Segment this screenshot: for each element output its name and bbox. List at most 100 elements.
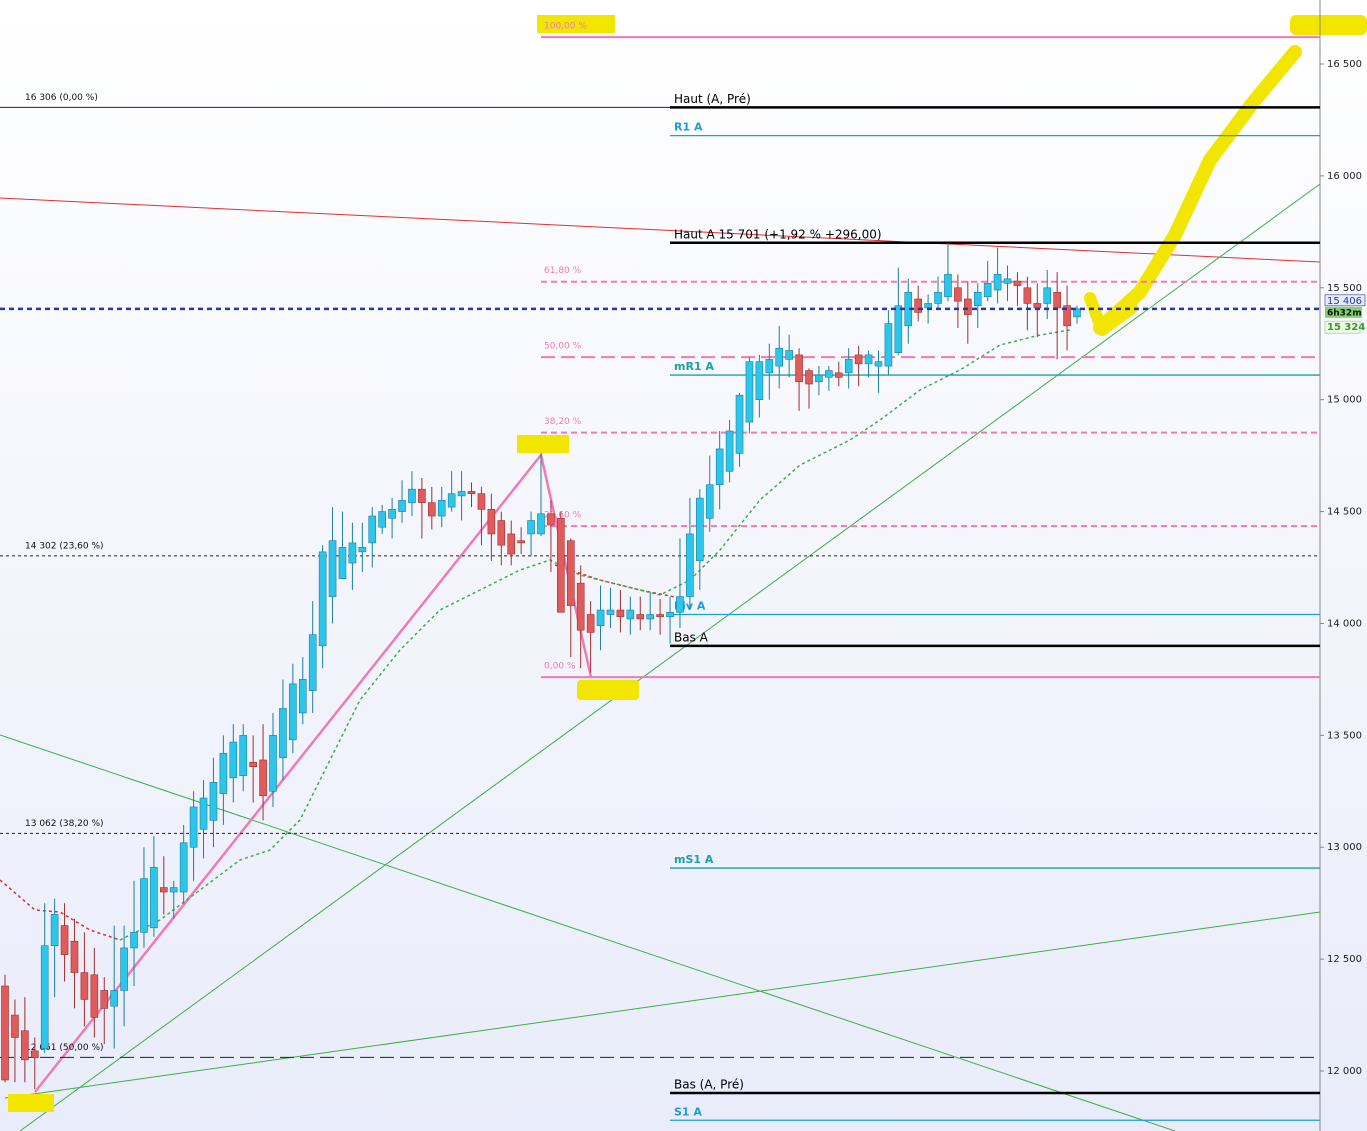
candle-body: [140, 878, 148, 933]
pivot-label: Haut A 15 701 (+1,92 % +296,00): [674, 227, 882, 241]
candle-body: [80, 972, 89, 1000]
candle-body: [676, 596, 684, 613]
candle-body: [735, 394, 744, 454]
candle-body: [308, 634, 317, 691]
candle-body: [269, 735, 277, 792]
candle-body: [477, 493, 486, 510]
candle-body: [239, 735, 248, 776]
candle-body: [11, 1014, 19, 1038]
candle-body: [745, 361, 754, 423]
candle-body: [30, 1050, 39, 1058]
trend-line: [0, 197, 1321, 263]
highlight: [577, 680, 639, 700]
candle-body: [497, 520, 506, 546]
candle-body: [368, 515, 377, 544]
candle-body: [100, 990, 109, 1009]
pivot-label: Haut (A, Pré): [674, 92, 751, 106]
candle-body: [398, 500, 406, 512]
pivot-label: R1 A: [674, 121, 703, 134]
candle-body: [775, 347, 784, 367]
price-tag: [1324, 294, 1366, 307]
candle-body: [864, 354, 873, 365]
candle-body: [179, 842, 188, 893]
y-tick-label: 14 500: [1327, 507, 1362, 518]
candle-body: [1043, 287, 1052, 304]
level-label: 13 062 (38,20 %): [25, 819, 104, 829]
arrow-head: [1084, 292, 1138, 336]
candle-body: [874, 361, 883, 367]
candle-body: [973, 291, 982, 306]
candle-body: [1073, 308, 1081, 318]
candle-body: [1023, 287, 1032, 304]
candle-body: [656, 614, 664, 618]
candle-body: [547, 513, 555, 526]
level-label: 14 302 (23,60 %): [25, 541, 104, 551]
candle-body: [70, 940, 79, 973]
candle-body: [289, 683, 297, 741]
candle-body: [487, 509, 496, 535]
candle-body: [338, 547, 347, 580]
candle-body: [964, 298, 972, 315]
candle-body: [358, 547, 367, 553]
candle-body: [130, 931, 138, 949]
candle-body: [1053, 291, 1061, 309]
highlight: [537, 15, 615, 33]
candle-body: [160, 887, 168, 893]
fib-label: 100,00 %: [544, 22, 587, 32]
countdown-tag: [1325, 306, 1362, 318]
candle-body: [993, 274, 1002, 291]
ma-tag: [1324, 320, 1361, 334]
level-label: 16 306 (0,00 %): [25, 93, 98, 103]
candle-body: [219, 752, 228, 794]
candle-body: [954, 287, 962, 302]
highlight: [1290, 15, 1367, 35]
candle-body: [586, 614, 595, 633]
y-tick-label: 15 500: [1327, 283, 1362, 294]
level-label: 12 061 (50,00 %): [25, 1043, 104, 1053]
candle-body: [457, 491, 466, 497]
candle-body: [646, 614, 654, 620]
candle-body: [40, 945, 49, 1049]
y-tick-label: 12 000: [1327, 1066, 1362, 1077]
candle-body: [934, 291, 942, 304]
y-tick-label: 13 500: [1327, 730, 1362, 741]
pivot-label: mS1 A: [674, 853, 714, 866]
candle-body: [944, 274, 952, 298]
trend-line: [19, 183, 1321, 1131]
pivot-label: Bas (A, Pré): [674, 1077, 744, 1091]
candle-body: [110, 990, 118, 1007]
candle-body: [1003, 278, 1012, 284]
candle-body: [259, 759, 267, 797]
pivot-label: Bas A: [674, 630, 709, 644]
trend-line: [4, 911, 1321, 1099]
candle-body: [666, 611, 674, 618]
candle-body: [21, 1030, 29, 1061]
candle-body: [884, 323, 893, 367]
candle-body: [557, 517, 565, 613]
candle-body: [229, 741, 238, 779]
candle-body: [696, 497, 704, 562]
candle-body: [834, 372, 843, 378]
candle-body: [825, 370, 833, 378]
candle-body: [914, 298, 922, 313]
candle-body: [686, 533, 694, 597]
ma-label: 15 324: [1327, 322, 1365, 333]
candle-body: [805, 370, 813, 385]
candle-body: [507, 533, 516, 555]
candle-body: [437, 500, 446, 517]
candle-body: [755, 361, 764, 400]
candle-body: [249, 761, 257, 767]
pivot-label: mR1 A: [674, 360, 714, 373]
fib-label: 23,60 %: [544, 511, 582, 521]
moving-average: [0, 879, 121, 941]
pivot-label: S1 A: [674, 1105, 702, 1118]
y-tick-label: 14 000: [1327, 618, 1362, 629]
candle-body: [209, 782, 218, 821]
highlight: [8, 1094, 54, 1112]
candle-body: [169, 887, 178, 893]
y-tick-label: 13 000: [1327, 842, 1362, 853]
candle-body: [328, 540, 337, 597]
candle-body: [467, 491, 476, 494]
